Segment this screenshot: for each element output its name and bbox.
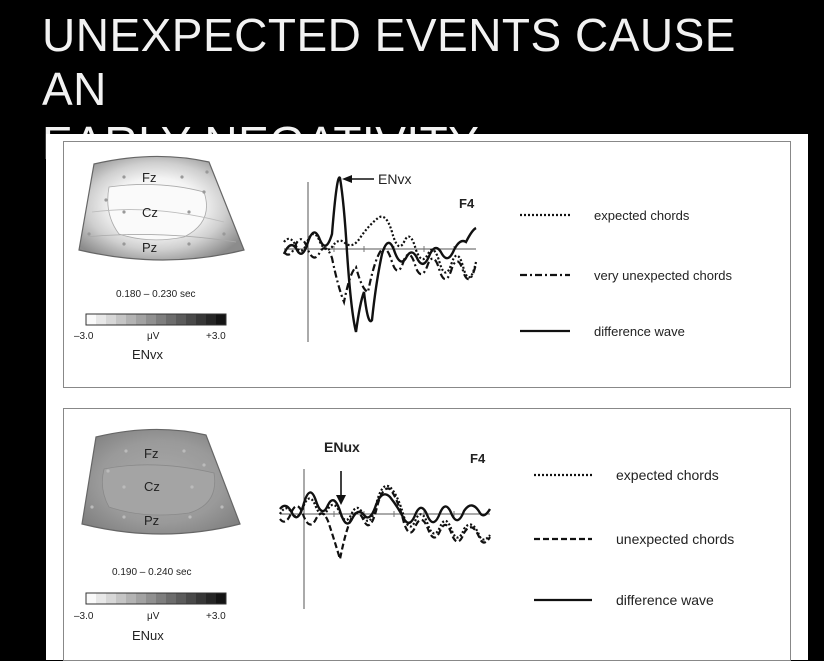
scalp-map: Fz Cz Pz: [81, 428, 241, 535]
electrode-fz: Fz: [144, 446, 158, 461]
erp-panel-enux-graphic: Fz Cz Pz 0.190 – 0.240 sec –3.0 μV +3.0 …: [74, 428, 734, 643]
scale-min: –3.0: [74, 331, 94, 342]
color-scale-step: [166, 593, 177, 604]
color-scale-step: [96, 314, 107, 325]
erp-waveform: [279, 469, 492, 609]
electrode-pz: Pz: [144, 513, 159, 528]
color-scale-step: [196, 593, 207, 604]
color-scale-step: [216, 593, 227, 604]
scale-max: +3.0: [206, 331, 226, 342]
unexpected-chords-trace: [279, 487, 491, 560]
electrode-cz: Cz: [144, 479, 160, 494]
erp-waveform: [282, 175, 478, 342]
color-scale-step: [116, 593, 127, 604]
scale-unit: μV: [147, 331, 160, 342]
legend-label-expected: expected chords: [616, 467, 719, 483]
color-scale-step: [176, 593, 187, 604]
scale-unit: μV: [147, 611, 160, 622]
difference-wave-trace: [279, 491, 492, 525]
erp-panel-enux: Fz Cz Pz 0.190 – 0.240 sec –3.0 μV +3.0 …: [63, 408, 791, 661]
scalp-map: Fz Cz Pz: [78, 155, 245, 261]
color-scale-step: [186, 314, 197, 325]
channel-label: F4: [470, 451, 486, 466]
color-scale-bar: [85, 313, 227, 326]
color-scale-step: [86, 593, 97, 604]
electrode-fz: Fz: [142, 170, 156, 185]
electrode-cz: Cz: [142, 205, 158, 220]
color-scale-step: [176, 314, 187, 325]
legend: expected chords very unexpected chords d…: [520, 208, 733, 339]
color-scale-step: [206, 314, 217, 325]
scale-min: –3.0: [74, 611, 94, 622]
color-scale-step: [136, 314, 147, 325]
color-scale-step: [156, 314, 167, 325]
scale-max: +3.0: [206, 611, 226, 622]
color-scale-step: [86, 314, 97, 325]
color-scale-step: [206, 593, 217, 604]
time-window: 0.190 – 0.240 sec: [112, 567, 192, 578]
color-scale-step: [116, 314, 127, 325]
legend-label-expected: expected chords: [594, 208, 690, 223]
legend-label-unexpected: unexpected chords: [616, 531, 734, 547]
color-scale-step: [196, 314, 207, 325]
color-scale-step: [146, 314, 157, 325]
color-scale-step: [146, 593, 157, 604]
expected-chords-trace: [283, 215, 478, 279]
peak-label: ENux: [324, 439, 360, 455]
color-scale-bar: [85, 592, 227, 605]
peak-label: ENvx: [378, 171, 411, 187]
erp-panel-envx-graphic: Fz Cz Pz 0.180 – 0.230 sec –3.0 μV +3.0 …: [74, 155, 733, 362]
channel-label: F4: [459, 196, 475, 211]
color-scale-step: [126, 593, 137, 604]
component-label: ENux: [132, 628, 164, 643]
color-scale-step: [216, 314, 227, 325]
erp-panel-envx: Fz Cz Pz 0.180 – 0.230 sec –3.0 μV +3.0 …: [63, 141, 791, 388]
color-scale-step: [96, 593, 107, 604]
color-scale-step: [106, 314, 117, 325]
component-label: ENvx: [132, 347, 164, 362]
color-scale-step: [166, 314, 177, 325]
legend-label-unexpected: very unexpected chords: [594, 268, 733, 283]
legend-label-difference: difference wave: [594, 324, 685, 339]
color-scale-step: [186, 593, 197, 604]
time-window: 0.180 – 0.230 sec: [116, 289, 196, 300]
color-scale-step: [126, 314, 137, 325]
legend: expected chords unexpected chords differ…: [534, 467, 734, 608]
expected-chords-trace: [279, 484, 491, 541]
color-scale-step: [106, 593, 117, 604]
legend-label-difference: difference wave: [616, 592, 714, 608]
color-scale-step: [136, 593, 147, 604]
color-scale-step: [156, 593, 167, 604]
erp-figure: Fz Cz Pz 0.180 – 0.230 sec –3.0 μV +3.0 …: [46, 134, 808, 661]
difference-wave-trace: [282, 176, 477, 333]
slide-title-line-1: UNEXPECTED EVENTS CAUSE AN: [42, 9, 736, 115]
unexpected-chords-trace: [283, 238, 478, 306]
electrode-pz: Pz: [142, 240, 157, 255]
